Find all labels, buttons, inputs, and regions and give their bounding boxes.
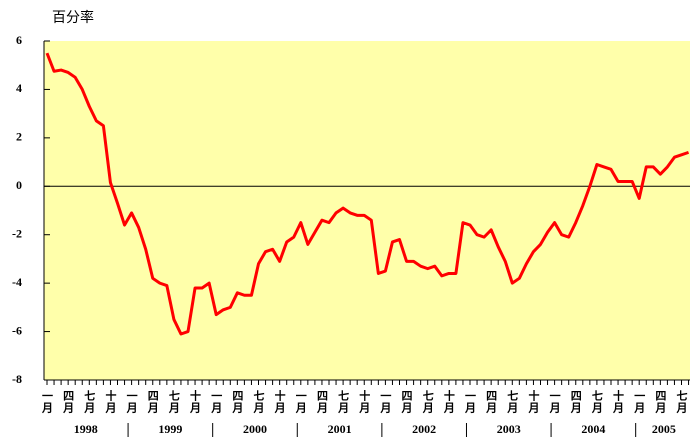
y-tick-label: 6	[16, 33, 22, 47]
y-axis-label: 百分率	[52, 9, 94, 26]
x-tick-label: 十月	[104, 389, 118, 414]
x-tick-label: 一月	[548, 390, 562, 414]
x-tick-label: 一月	[210, 390, 224, 414]
x-tick-label: 四月	[400, 390, 414, 414]
x-tick-label: 四月	[146, 390, 160, 414]
year-label: 1999	[158, 422, 182, 436]
x-tick-label: 十月	[612, 389, 626, 414]
x-tick-label: 一月	[464, 390, 478, 414]
year-label: 2002	[412, 422, 436, 436]
x-tick-label: 一月	[125, 390, 139, 414]
x-tick-label: 七月	[421, 389, 435, 414]
x-tick-label: 一月	[633, 390, 647, 414]
y-tick-label: -2	[12, 226, 22, 240]
year-label: 2004	[581, 422, 605, 436]
y-tick-label: 0	[16, 178, 22, 192]
x-tick-label: 七月	[83, 389, 97, 414]
year-label: 2000	[243, 422, 267, 436]
year-label: 2005	[652, 422, 676, 436]
x-tick-label: 四月	[654, 390, 668, 414]
x-tick-label: 十月	[358, 389, 372, 414]
y-tick-label: -8	[12, 372, 22, 386]
y-tick-label: 4	[16, 81, 22, 95]
plot-background	[44, 41, 690, 380]
x-tick-label: 十月	[273, 389, 287, 414]
x-tick-label: 七月	[167, 389, 181, 414]
year-label: 2001	[328, 422, 352, 436]
x-tick-label: 十月	[527, 389, 541, 414]
x-tick-label: 四月	[315, 390, 329, 414]
x-tick-label: 七月	[252, 389, 266, 414]
x-tick-label: 十月	[189, 389, 203, 414]
x-tick-label: 一月	[294, 390, 308, 414]
data-line	[45, 52, 690, 336]
y-tick-label: -6	[12, 323, 22, 337]
x-tick-label: 七月	[590, 389, 604, 414]
x-tick-label: 七月	[675, 389, 689, 414]
x-tick-label: 四月	[62, 390, 76, 414]
x-tick-label: 四月	[231, 390, 245, 414]
x-tick-label: 七月	[506, 389, 520, 414]
x-tick-label: 一月	[41, 390, 55, 414]
year-label: 2003	[497, 422, 521, 436]
x-tick-label: 四月	[485, 390, 499, 414]
year-label: 1998	[74, 422, 98, 436]
x-tick-label: 七月	[337, 389, 351, 414]
x-tick-label: 一月	[379, 390, 393, 414]
x-tick-label: 四月	[569, 390, 583, 414]
y-tick-label: -4	[12, 275, 22, 289]
x-tick-label: 十月	[442, 389, 456, 414]
y-tick-label: 2	[16, 130, 22, 144]
